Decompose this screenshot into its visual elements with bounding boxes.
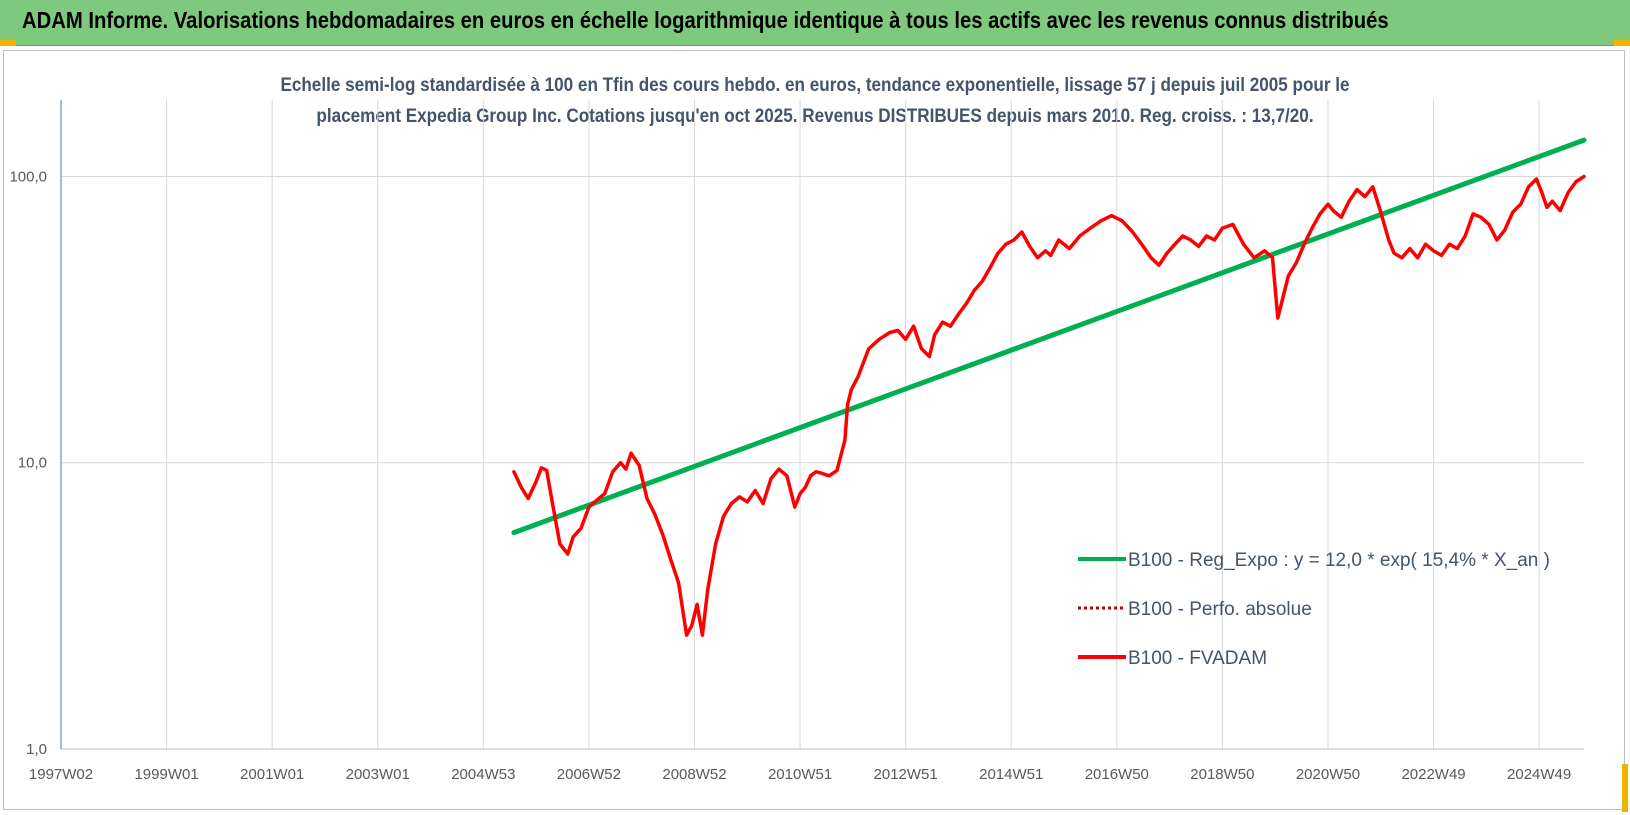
x-tick-label: 2024W49 — [1507, 766, 1571, 783]
x-tick-label: 2016W50 — [1085, 766, 1149, 783]
x-tick-label: 2014W51 — [979, 766, 1043, 783]
chart-title-line1: Echelle semi-log standardisée à 100 en T… — [280, 75, 1350, 96]
y-tick-label: 100,0 — [9, 168, 47, 185]
x-tick-label: 2006W52 — [557, 766, 621, 783]
x-tick-label: 2020W50 — [1296, 766, 1360, 783]
banner-title: ADAM Informe. Valorisations hebdomadaire… — [22, 7, 1389, 33]
chart-title-line2: placement Expedia Group Inc. Cotations j… — [316, 106, 1314, 127]
x-tick-label: 2003W01 — [346, 766, 410, 783]
legend-label: B100 - Perfo. absolue — [1128, 599, 1312, 620]
y-tick-label: 10,0 — [18, 455, 47, 472]
chart-area-border — [3, 50, 1625, 810]
corner-mark-left — [0, 40, 16, 46]
x-tick-label: 2010W51 — [768, 766, 832, 783]
x-tick-label: 2001W01 — [240, 766, 304, 783]
x-tick-label: 2004W53 — [451, 766, 515, 783]
x-tick-label: 1999W01 — [134, 766, 198, 783]
chart-title: Echelle semi-log standardisée à 100 en T… — [262, 70, 1369, 132]
legend-label: B100 - FVADAM — [1128, 648, 1267, 669]
y-tick-label: 1,0 — [26, 741, 47, 758]
x-tick-label: 2018W50 — [1190, 766, 1254, 783]
scroll-marker — [1622, 764, 1628, 812]
x-tick-label: 2022W49 — [1401, 766, 1465, 783]
series-line-fvadam — [512, 174, 1586, 637]
x-tick-label: 2008W52 — [662, 766, 726, 783]
title-banner: ADAM Informe. Valorisations hebdomadaire… — [0, 0, 1630, 46]
x-tick-label: 2012W51 — [874, 766, 938, 783]
legend-label: B100 - Reg_Expo : y = 12,0 * exp( 15,4% … — [1128, 550, 1550, 571]
x-tick-label: 1997W02 — [29, 766, 93, 783]
series-line-trend — [511, 137, 1587, 536]
corner-mark-right — [1614, 40, 1630, 46]
